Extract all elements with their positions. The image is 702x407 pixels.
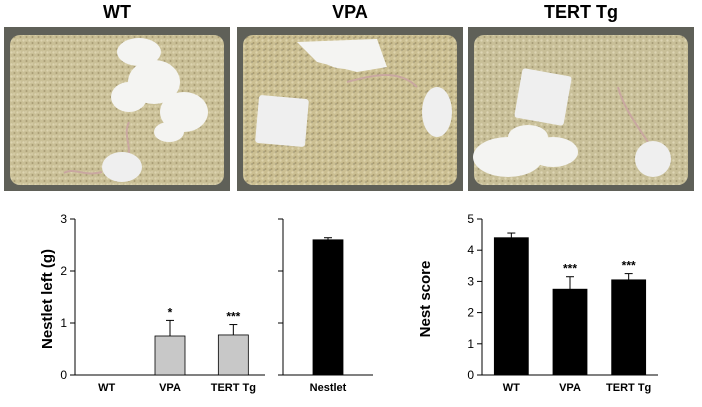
nestlet-square [514, 68, 572, 126]
mouse [617, 86, 671, 177]
mouse [346, 74, 452, 137]
bar [312, 239, 344, 376]
bar [154, 335, 186, 376]
y-tick-label: 2 [467, 306, 474, 320]
bar [611, 279, 647, 376]
y-tick-label: 0 [60, 368, 67, 382]
x-tick-label: Nestlet [310, 382, 347, 394]
shredded-nest-material [473, 125, 578, 177]
significance-marker: *** [563, 262, 577, 276]
photo-title-wt: WT [103, 2, 131, 22]
bar [217, 334, 249, 376]
y-tick-label: 3 [467, 274, 474, 288]
significance-marker: *** [226, 310, 240, 324]
x-tick-label: WT [98, 382, 115, 394]
y-tick-label: 3 [60, 212, 67, 226]
y-tick-label: 1 [60, 316, 67, 330]
x-tick-label: WT [503, 382, 520, 394]
chart-nest-score: Nest score 0 1 2 3 4 5 WT *** VPA *** TERT Tg [417, 212, 658, 394]
photo-vpa-cage [237, 27, 463, 191]
y-tick-label: 4 [467, 243, 474, 257]
x-tick-label: TERT Tg [211, 382, 256, 394]
bedding [243, 35, 457, 185]
mouse [63, 121, 142, 182]
bar [552, 288, 588, 376]
photo-tert-tg-cage [468, 27, 694, 191]
photo-title-tert-tg: TERT Tg [544, 2, 618, 22]
chart-nestlet-control: Nestlet [278, 218, 373, 394]
x-tick-label: VPA [559, 382, 581, 394]
significance-marker: *** [622, 259, 636, 273]
shredded-nest-material [111, 38, 208, 142]
bar [493, 237, 529, 376]
y-tick-label: 2 [60, 264, 67, 278]
charts-panel: Nestlet left (g) 0 1 2 3 WT * VPA *** TERT Tg N… [39, 212, 658, 394]
shredded-nest-material [297, 39, 387, 72]
y-tick-label: 5 [467, 212, 474, 226]
x-tick-label: VPA [159, 382, 181, 394]
photo-wt-cage [4, 27, 230, 191]
x-tick-label: TERT Tg [606, 382, 651, 394]
y-tick-label: 0 [467, 368, 474, 382]
y-axis-label: Nest score [417, 261, 434, 338]
nestlet-square [255, 95, 309, 147]
significance-marker: * [168, 305, 173, 319]
y-axis-label: Nestlet left (g) [39, 249, 56, 349]
chart-nestlet-left: Nestlet left (g) 0 1 2 3 WT * VPA *** TERT Tg [39, 212, 265, 394]
photo-title-vpa: VPA [332, 2, 368, 22]
y-tick-label: 1 [467, 337, 474, 351]
